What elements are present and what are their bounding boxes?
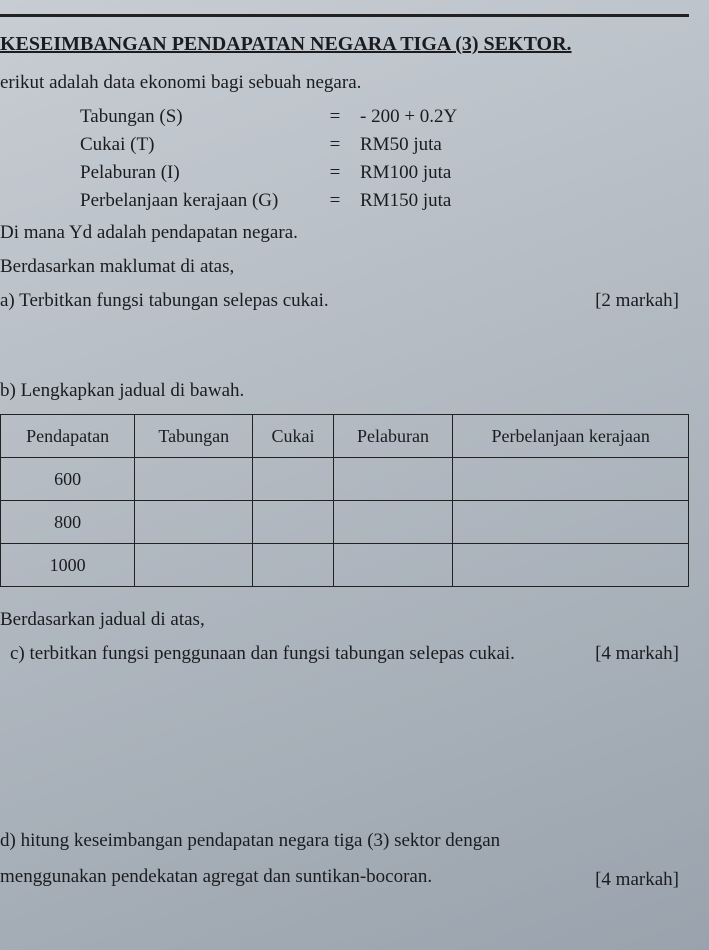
intro-text: erikut adalah data ekonomi bagi sebuah n… bbox=[0, 72, 689, 94]
table-cell bbox=[253, 501, 334, 544]
question-a-row: a) Terbitkan fungsi tabungan selepas cuk… bbox=[0, 290, 689, 312]
page-container: KESEIMBANGAN PENDAPATAN NEGARA TIGA (3) … bbox=[0, 0, 709, 915]
equation-row: Tabungan (S) = - 200 + 0.2Y bbox=[80, 106, 689, 128]
table-cell: 800 bbox=[1, 501, 135, 544]
table-cell: 600 bbox=[1, 458, 135, 501]
eq-value: RM150 juta bbox=[360, 190, 689, 212]
table-cell bbox=[453, 544, 689, 587]
table-cell bbox=[135, 544, 253, 587]
eq-value: - 200 + 0.2Y bbox=[360, 106, 689, 128]
question-a-marks: [2 markah] bbox=[595, 290, 689, 312]
eq-sign: = bbox=[310, 134, 360, 156]
question-b-text: b) Lengkapkan jadual di bawah. bbox=[0, 380, 689, 402]
col-header: Tabungan bbox=[135, 415, 253, 458]
note-based-on-table: Berdasarkan jadual di atas, bbox=[0, 609, 689, 631]
question-c-row: c) terbitkan fungsi penggunaan dan fungs… bbox=[0, 643, 689, 665]
table-row: 1000 bbox=[1, 544, 689, 587]
top-border bbox=[0, 14, 689, 17]
equation-row: Cukai (T) = RM50 juta bbox=[80, 134, 689, 156]
spacer bbox=[0, 673, 689, 823]
equation-row: Perbelanjaan kerajaan (G) = RM150 juta bbox=[80, 190, 689, 212]
table-cell bbox=[135, 501, 253, 544]
equation-block: Tabungan (S) = - 200 + 0.2Y Cukai (T) = … bbox=[80, 106, 689, 212]
table-cell bbox=[453, 501, 689, 544]
table-row: 800 bbox=[1, 501, 689, 544]
question-c-text: c) terbitkan fungsi penggunaan dan fungs… bbox=[0, 643, 515, 665]
table-cell bbox=[333, 458, 453, 501]
question-d-text: d) hitung keseimbangan pendapatan negara… bbox=[0, 823, 560, 895]
table-cell: 1000 bbox=[1, 544, 135, 587]
note-yd: Di mana Yd adalah pendapatan negara. bbox=[0, 222, 689, 244]
table-cell bbox=[333, 501, 453, 544]
col-header: Cukai bbox=[253, 415, 334, 458]
eq-name: Tabungan (S) bbox=[80, 106, 310, 128]
eq-value: RM50 juta bbox=[360, 134, 689, 156]
eq-name: Cukai (T) bbox=[80, 134, 310, 156]
table-cell bbox=[135, 458, 253, 501]
table-header-row: Pendapatan Tabungan Cukai Pelaburan Perb… bbox=[1, 415, 689, 458]
eq-name: Perbelanjaan kerajaan (G) bbox=[80, 190, 310, 212]
eq-value: RM100 juta bbox=[360, 162, 689, 184]
equation-row: Pelaburan (I) = RM100 juta bbox=[80, 162, 689, 184]
section-title: KESEIMBANGAN PENDAPATAN NEGARA TIGA (3) … bbox=[0, 33, 689, 56]
note-based-on: Berdasarkan maklumat di atas, bbox=[0, 256, 689, 278]
col-header: Pelaburan bbox=[333, 415, 453, 458]
table-cell bbox=[253, 458, 334, 501]
eq-sign: = bbox=[310, 190, 360, 212]
data-table: Pendapatan Tabungan Cukai Pelaburan Perb… bbox=[0, 414, 689, 587]
question-a-text: a) Terbitkan fungsi tabungan selepas cuk… bbox=[0, 290, 329, 312]
spacer bbox=[0, 320, 689, 370]
question-c-marks: [4 markah] bbox=[595, 643, 689, 665]
table-cell bbox=[333, 544, 453, 587]
table-cell bbox=[253, 544, 334, 587]
question-d-marks: [4 markah] bbox=[595, 869, 689, 895]
eq-sign: = bbox=[310, 106, 360, 128]
eq-name: Pelaburan (I) bbox=[80, 162, 310, 184]
eq-sign: = bbox=[310, 162, 360, 184]
question-d-block: d) hitung keseimbangan pendapatan negara… bbox=[0, 823, 689, 895]
col-header: Pendapatan bbox=[1, 415, 135, 458]
table-cell bbox=[453, 458, 689, 501]
table-row: 600 bbox=[1, 458, 689, 501]
col-header: Perbelanjaan kerajaan bbox=[453, 415, 689, 458]
